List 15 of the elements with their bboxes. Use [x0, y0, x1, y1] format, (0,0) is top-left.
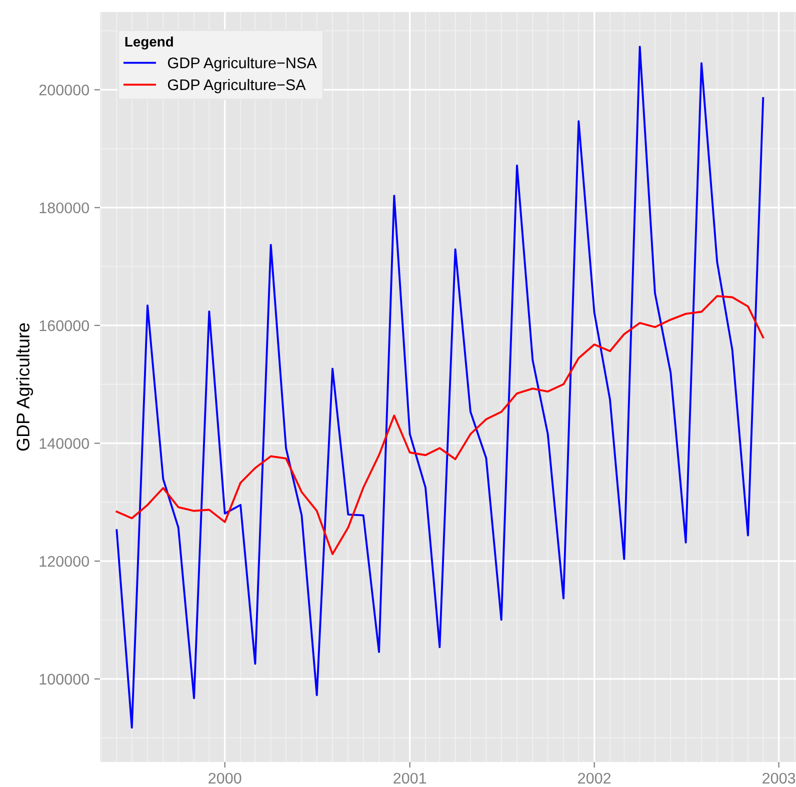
x-tick-label: 2002 [578, 772, 611, 784]
y-tick-label: 180000 [40, 202, 89, 214]
x-tick-label: 2000 [208, 772, 242, 784]
y-tick-label: 140000 [40, 438, 89, 449]
legend-label: GDP Agriculture−NSA [168, 57, 317, 72]
legend-title: Legend [125, 36, 173, 50]
x-tick-label: 2003 [762, 772, 796, 784]
y-tick-label: 120000 [40, 556, 89, 567]
x-tick-label: 2001 [394, 772, 426, 784]
y-tick-label: 100000 [40, 674, 89, 685]
legend-label: GDP Agriculture−SA [168, 78, 306, 94]
y-tick-label: 160000 [40, 320, 89, 332]
y-axis-title: GDP Agriculture [16, 323, 34, 451]
y-tick-label: 200000 [39, 84, 89, 96]
line-series [116, 295, 764, 556]
